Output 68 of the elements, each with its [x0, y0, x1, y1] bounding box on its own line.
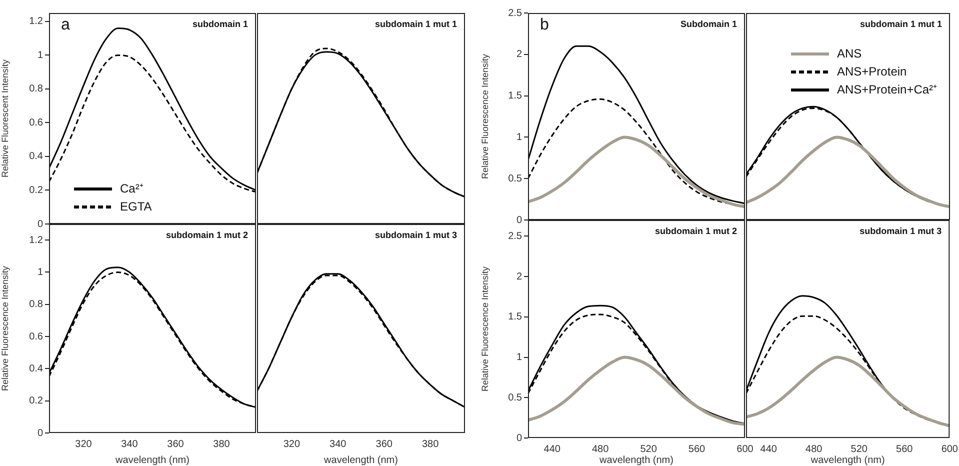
y-tick-label: 2.5	[508, 8, 522, 19]
y-tick-label: 0.4	[29, 151, 44, 162]
y-tick-label: 0.4	[29, 363, 44, 374]
y-tick-label: 0	[516, 432, 522, 444]
y-tick-label: 0.5	[508, 392, 522, 404]
x-tick-label: 320	[283, 438, 300, 450]
y-tick-label: 0.5	[508, 173, 522, 184]
annotation: a	[61, 16, 70, 34]
x-tick-label: 520	[850, 444, 868, 455]
y-tick-label: 1	[37, 266, 44, 278]
x-axis-title: wavelength (nm)	[810, 454, 885, 466]
y-tick-label: 1.2	[29, 234, 44, 246]
x-tick-label: 340	[330, 438, 347, 450]
legend-label: Ca²⁺	[120, 181, 144, 196]
annotation: b	[540, 16, 549, 34]
y-tick-label: 2	[516, 49, 522, 60]
y-tick-label: 1.5	[508, 90, 522, 102]
y-tick-label: 0	[516, 214, 522, 226]
y-tick-label: 0.2	[29, 184, 44, 196]
y-tick-label: 0.6	[29, 331, 44, 342]
y-axis-title: Relative Fluorescent Intensity	[0, 58, 10, 178]
x-axis-title: wavelength (nm)	[323, 454, 398, 466]
x-tick-label: 560	[688, 444, 706, 455]
line-series	[528, 356, 745, 426]
y-tick-label: 0	[37, 428, 44, 439]
y-tick-label: 0	[37, 218, 44, 230]
text: subdomain 1	[192, 18, 248, 29]
x-tick-label: 320	[75, 438, 92, 450]
y-tick-label: 1.2	[29, 16, 44, 28]
x-tick-label: 600	[941, 444, 958, 455]
x-tick-label: 360	[167, 438, 184, 450]
x-tick-label: 360	[376, 438, 393, 450]
y-tick-label: 1	[516, 132, 522, 143]
x-tick-label: 480	[806, 444, 823, 455]
x-tick-label: 380	[213, 438, 230, 450]
text: subdomain 1 mut 2	[654, 226, 737, 236]
x-tick-label: 380	[422, 438, 440, 450]
x-tick-label: 600	[736, 444, 754, 455]
x-tick-label: 520	[640, 444, 658, 455]
y-tick-label: 0.6	[29, 117, 44, 128]
x-tick-label: 440	[544, 444, 561, 455]
y-axis-title: Relative Fluorescence Intensity	[480, 266, 490, 392]
y-tick-label: 0.8	[29, 299, 44, 310]
y-tick-label: 0.2	[29, 396, 44, 407]
x-tick-label: 440	[760, 444, 778, 455]
legend-label: EGTA	[120, 199, 152, 214]
text: subdomain 1 mut 1	[860, 18, 942, 29]
y-axis-title: Relative Fluorescence Intensity	[480, 53, 490, 180]
x-tick-label: 480	[592, 444, 610, 455]
y-tick-label: 2.5	[508, 230, 522, 242]
legend-label: ANS+Protein	[837, 64, 907, 78]
text: subdomain 1 mut 3	[860, 226, 942, 236]
x-tick-label: 560	[896, 444, 914, 455]
legend-label: ANS	[837, 46, 862, 60]
y-tick-label: 2	[516, 271, 522, 282]
y-tick-label: 1	[37, 50, 44, 61]
x-axis-title: wavelength (nm)	[598, 454, 674, 466]
y-tick-label: 1.5	[508, 312, 522, 323]
x-axis-title: wavelength (nm)	[114, 454, 190, 466]
y-tick-label: 0.8	[29, 84, 44, 95]
text: subdomain 1 mut 1	[374, 18, 457, 29]
text: subdomain 1 mut 2	[166, 230, 248, 240]
text: Subdomain 1	[680, 18, 737, 29]
text: subdomain 1 mut 3	[374, 230, 457, 240]
x-tick-label: 340	[121, 438, 138, 450]
y-axis-title: Relative Fluorescence Intensity	[0, 265, 10, 392]
y-tick-label: 1	[516, 352, 522, 364]
legend-label: ANS+Protein+Ca²⁺	[837, 82, 938, 96]
